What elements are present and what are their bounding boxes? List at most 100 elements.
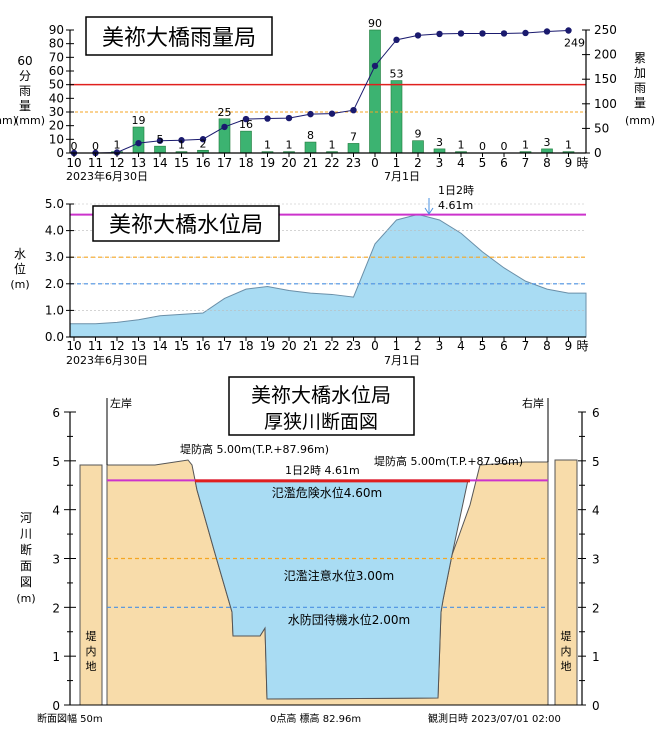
- rain-bar: [154, 145, 166, 154]
- level-x-tick-label: 13: [131, 339, 146, 353]
- level-ylabel-0: 水: [14, 247, 26, 261]
- rain-x-tick-label: 3: [436, 156, 444, 170]
- rain-ylabel-right-3: 量: [634, 96, 646, 110]
- level-y-tick-label: 1.0: [45, 303, 64, 317]
- rain-bar-label: 0: [71, 140, 78, 153]
- cumulative-point: [242, 115, 250, 123]
- rain-left-tick-label: 30: [49, 105, 64, 119]
- inland-right-0: 堤: [561, 630, 572, 643]
- cumulative-end-label: 249: [564, 36, 585, 49]
- inland-left-0: 堤: [86, 630, 97, 643]
- rain-bar: [240, 130, 252, 154]
- rain-bar-label: 53: [390, 68, 404, 81]
- rain-x-tick-label: 14: [152, 156, 167, 170]
- rain-left-tick-label: 70: [49, 50, 64, 64]
- level-x-tick-label: 1: [393, 339, 401, 353]
- levee-left-label: 堤防高 5.00m(T.P.+87.96m): [180, 442, 329, 456]
- rain-x-tick-label: 12: [109, 156, 124, 170]
- level-x-tick-label: 2: [414, 339, 422, 353]
- section-ylabel-3: 面: [20, 559, 32, 573]
- level-x-tick-label: 14: [152, 339, 167, 353]
- rain-bar: [347, 143, 360, 154]
- section-title-2: 厚狭川断面図: [264, 411, 378, 433]
- cumulative-point: [371, 62, 379, 70]
- rain-x-suffix: 時: [577, 156, 589, 170]
- rain-x-tick-label: 20: [281, 156, 296, 170]
- rain-x-tick-label: 0: [371, 156, 379, 170]
- rain-bar-label: 7: [350, 130, 357, 143]
- rain-x-tick-label: 2: [414, 156, 422, 170]
- levee-right-label: 堤防高 5.00m(T.P.+87.96m): [374, 454, 523, 468]
- rain-bar-label: 1: [458, 139, 465, 152]
- rain-ylabel-left-3: 量: [19, 99, 31, 113]
- cumulative-point: [199, 136, 207, 143]
- current-level-label: 1日2時 4.61m: [285, 464, 360, 477]
- inland-left-2: 地: [86, 660, 97, 673]
- rain-bar: [433, 148, 446, 154]
- rain-bar-label: 1: [565, 139, 572, 152]
- rain-bar-label: 2: [200, 137, 207, 150]
- peak-value: 4.61m: [438, 199, 473, 212]
- section-left-tick-label: 3: [52, 553, 60, 567]
- cumulative-line: [74, 29, 569, 154]
- level-x-tick-label: 10: [66, 339, 81, 353]
- section-left-tick-label: 1: [52, 650, 60, 664]
- rain-right-tick-label: 150: [594, 72, 617, 86]
- level-x-tick-label: 22: [324, 339, 339, 353]
- danger-level-label: 氾濫危険水位4.60m: [272, 485, 382, 500]
- standby-level-label: 水防団待機水位2.00m: [288, 612, 410, 627]
- cumulative-point: [436, 30, 443, 38]
- section-ylabel-unit: (m): [16, 592, 35, 605]
- rain-ylabel-left-1: 分: [19, 69, 31, 83]
- rain-left-tick-label: 0: [56, 146, 64, 160]
- rain-bar-label: 0: [92, 140, 99, 153]
- cumulative-point: [457, 30, 465, 37]
- cumulative-point: [522, 29, 529, 37]
- section-left-tick-label: 4: [52, 504, 60, 518]
- level-x-tick-label: 3: [436, 339, 444, 353]
- cross-section-chart: 0 0 1 1 2 2 3 3 4 4 5 5 6 6 美祢大橋水位局 厚狭川断面図 左岸 右岸 堤防高 …: [16, 376, 600, 725]
- level-x-tick-label: 15: [174, 339, 189, 353]
- rain-x-tick-label: 5: [479, 156, 487, 170]
- inland-right-2: 地: [561, 660, 572, 673]
- level-x-tick-label: 0: [371, 339, 379, 353]
- cumulative-point: [156, 137, 164, 144]
- section-right-tick-label: 3: [592, 553, 600, 567]
- rain-x-tick-label: 19: [260, 156, 275, 170]
- rain-left-tick-label: 80: [49, 37, 64, 51]
- level-ylabel-1: 位: [14, 261, 26, 276]
- cumulative-point: [178, 137, 185, 144]
- section-ylabel-1: 川: [20, 527, 32, 541]
- rain-bar-label: 25: [218, 106, 232, 119]
- rain-ylabel-right-1: 加: [634, 66, 646, 80]
- rain-bar: [390, 80, 403, 154]
- level-y-tick-label: 4.0: [45, 224, 64, 238]
- cumulative-point: [393, 36, 400, 44]
- level-x-tick-label: 8: [543, 339, 551, 353]
- level-x-tick-label: 5: [479, 339, 487, 353]
- section-left-tick-label: 2: [52, 601, 60, 615]
- section-right-tick-label: 1: [592, 650, 600, 664]
- rain-left-tick-label: 20: [49, 119, 64, 133]
- level-x-tick-label: 18: [238, 339, 253, 353]
- rain-x-tick-label: 23: [346, 156, 361, 170]
- rain-bar-label: 1: [286, 139, 293, 152]
- zero-height-label: 0点高 標高 82.96m: [270, 712, 361, 725]
- rain-x-tick-label: 15: [174, 156, 189, 170]
- rain-bar: [412, 140, 424, 154]
- level-x-tick-label: 20: [281, 339, 296, 353]
- level-y-tick-label: 5.0: [45, 197, 64, 211]
- rain-left-tick-label: 60: [49, 64, 64, 78]
- rain-x-tick-label: 7: [522, 156, 530, 170]
- rain-title: 美祢大橋雨量局: [102, 26, 256, 51]
- level-x-tick-label: 17: [217, 339, 232, 353]
- section-left-tick-label: 0: [52, 699, 60, 713]
- section-right-tick-label: 5: [592, 455, 600, 469]
- section-right-tick-label: 6: [592, 406, 600, 420]
- rain-x-tick-label: 13: [131, 156, 146, 170]
- level-x-tick-label: 21: [303, 339, 318, 353]
- rain-bar-label: 9: [415, 128, 422, 141]
- level-x-tick-label: 23: [346, 339, 361, 353]
